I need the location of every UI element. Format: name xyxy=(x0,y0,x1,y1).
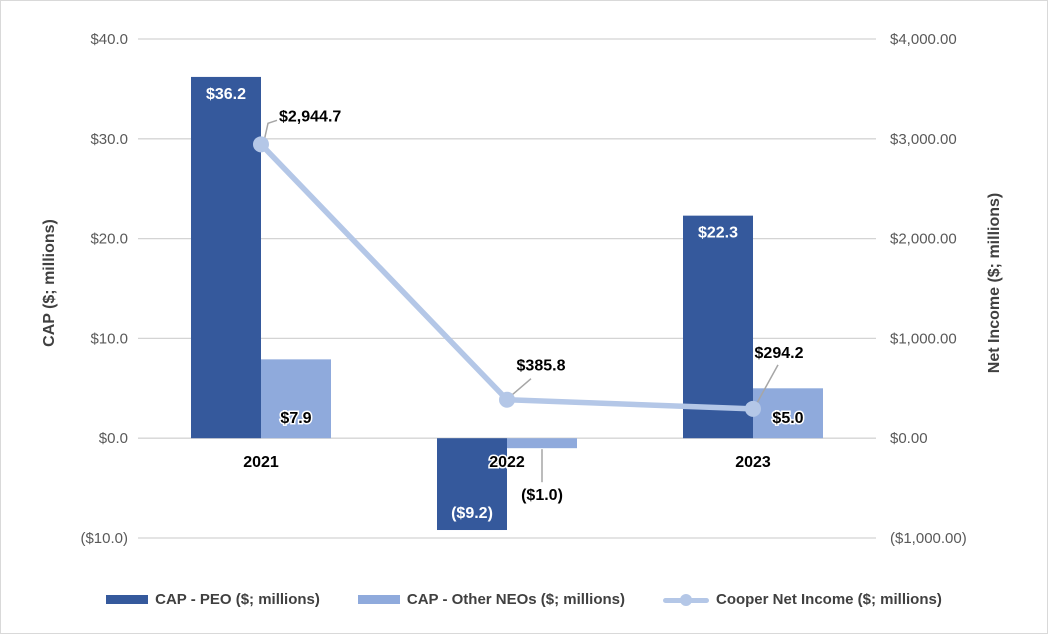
legend-item-cooper-net-income[interactable]: Cooper Net Income ($; millions) xyxy=(662,591,942,608)
net-income-line[interactable] xyxy=(258,141,756,412)
bar-data-label: ($1.0) xyxy=(521,487,563,504)
legend-item-cap-other-neos[interactable]: CAP - Other NEOs ($; millions) xyxy=(357,591,625,608)
right-axis-tick: $4,000.00 xyxy=(890,31,957,48)
left-axis-tick: $20.0 xyxy=(90,231,128,248)
bar-cap-other-neos-2022[interactable] xyxy=(507,438,577,449)
x-axis-label-2023: 2023 xyxy=(735,454,771,471)
net-income-marker-2022[interactable] xyxy=(499,391,515,408)
bar-cap-peo-2023[interactable] xyxy=(683,215,753,439)
legend-item-cap-peo[interactable]: CAP - PEO ($; millions) xyxy=(106,591,320,608)
right-axis-title: Net Income ($; millions) xyxy=(986,192,1003,374)
net-income-marker-2023[interactable] xyxy=(745,400,761,417)
net-income-marker-2021[interactable] xyxy=(253,136,269,153)
right-axis-tick: $0.00 xyxy=(890,430,928,447)
bar-data-label: $36.2 xyxy=(206,86,246,103)
line-data-label: $294.2 xyxy=(755,345,804,362)
legend-bar-swatch-icon xyxy=(106,595,149,604)
legend-label: CAP - Other NEOs ($; millions) xyxy=(406,591,625,608)
legend-label: Cooper Net Income ($; millions) xyxy=(715,591,942,608)
legend-label: CAP - PEO ($; millions) xyxy=(155,591,320,608)
bar-data-label: ($9.2) xyxy=(451,505,493,522)
bar-cap-other-neos-2023[interactable] xyxy=(753,388,823,439)
right-axis-tick: $3,000.00 xyxy=(890,131,957,148)
left-axis-tick: $0.0 xyxy=(99,430,128,447)
right-axis-tick: $1,000.00 xyxy=(890,330,957,347)
x-axis-label-2022: 2022 xyxy=(489,454,525,471)
bar-cap-other-neos-2021[interactable] xyxy=(261,359,331,439)
leader-line xyxy=(263,119,278,142)
line-data-label: $2,944.7 xyxy=(279,108,341,125)
left-axis-tick: ($10.0) xyxy=(80,530,128,547)
left-axis-tick: $30.0 xyxy=(90,131,128,148)
legend: CAP - PEO ($; millions) CAP - Other NEOs … xyxy=(1,591,1047,608)
right-axis-tick: ($1,000.00) xyxy=(890,530,967,547)
leader-line xyxy=(755,364,779,406)
bar-cap-peo-2021[interactable] xyxy=(191,76,261,439)
legend-bar-swatch-icon xyxy=(357,595,400,604)
legend-marker-icon xyxy=(679,593,692,606)
bar-data-label: $7.9 xyxy=(280,410,311,427)
legend-line-marker-swatch-icon xyxy=(662,593,709,606)
line-data-label: $385.8 xyxy=(517,358,566,375)
left-axis-tick: $40.0 xyxy=(90,31,128,48)
left-axis-title: CAP ($; millions) xyxy=(41,219,58,347)
bar-data-label: $22.3 xyxy=(698,225,738,242)
bar-cap-peo-2022[interactable] xyxy=(437,438,507,531)
leader-line xyxy=(509,378,532,398)
bar-data-label: $5.0 xyxy=(772,410,803,427)
right-axis-tick: $2,000.00 xyxy=(890,231,957,248)
x-axis-label-2021: 2021 xyxy=(243,454,279,471)
left-axis-tick: $10.0 xyxy=(90,330,128,347)
